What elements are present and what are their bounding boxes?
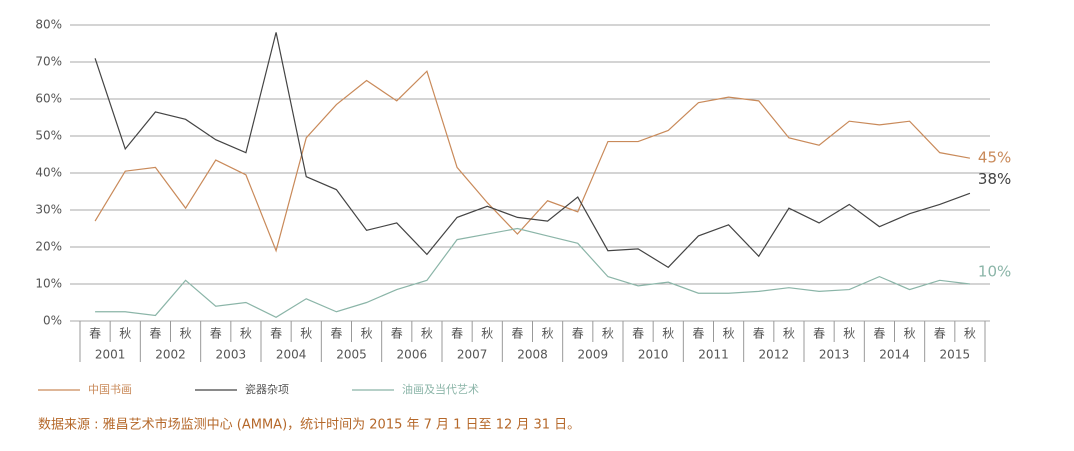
x-tick-label: 春 [511,327,523,341]
y-tick-label: 50% [35,129,62,143]
x-group-label: 2008 [517,348,548,362]
x-group-label: 2010 [638,348,669,362]
x-tick-label: 秋 [662,327,674,341]
x-tick-label: 春 [873,327,885,341]
y-tick-label: 80% [35,18,62,32]
x-group-label: 2015 [940,348,971,362]
series-line [94,32,971,269]
x-tick-label: 春 [934,327,946,341]
series-line [94,70,971,253]
end-label: 38% [978,170,1011,188]
x-tick-label: 春 [89,327,101,341]
legend-label: 中国书画 [88,383,132,396]
legend-label: 油画及当代艺术 [402,382,479,396]
x-tick-label: 春 [330,327,342,341]
x-group-label: 2002 [155,348,186,362]
x-group-label: 2014 [879,348,910,362]
x-group-label: 2007 [457,348,488,362]
x-tick-label: 春 [149,327,161,341]
x-tick-label: 秋 [723,327,735,341]
x-tick-label: 春 [813,327,825,341]
y-tick-label: 30% [35,203,62,217]
x-tick-label: 秋 [904,327,916,341]
x-tick-label: 秋 [180,327,192,341]
x-group-label: 2001 [95,348,126,362]
x-group-label: 2005 [336,348,367,362]
x-tick-label: 秋 [119,327,131,341]
x-tick-label: 秋 [421,327,433,341]
x-group-label: 2011 [698,348,729,362]
x-group-label: 2009 [578,348,609,362]
series-line [95,227,970,318]
x-tick-label: 春 [632,327,644,341]
x-tick-label: 秋 [964,327,976,341]
x-tick-label: 春 [692,327,704,341]
x-group-label: 2004 [276,348,307,362]
x-tick-label: 秋 [240,327,252,341]
x-tick-label: 春 [270,327,282,341]
y-tick-label: 0% [43,314,62,328]
x-tick-label: 秋 [542,327,554,341]
y-tick-label: 20% [35,240,62,254]
end-label: 45% [978,149,1011,167]
x-tick-label: 春 [391,327,403,341]
x-tick-label: 春 [753,327,765,341]
y-tick-label: 60% [35,92,62,106]
x-tick-label: 秋 [783,327,795,341]
x-group-label: 2003 [216,348,247,362]
x-tick-label: 秋 [843,327,855,341]
x-group-label: 2012 [759,348,790,362]
x-group-label: 2006 [397,348,428,362]
y-tick-label: 70% [35,55,62,69]
x-group-label: 2013 [819,348,850,362]
y-tick-label: 10% [35,277,62,291]
x-tick-label: 秋 [361,327,373,341]
x-tick-label: 秋 [300,327,312,341]
x-tick-label: 秋 [481,327,493,341]
y-tick-label: 40% [35,166,62,180]
end-label: 10% [978,263,1011,281]
x-tick-label: 春 [210,327,222,341]
legend-label: 瓷器杂项 [245,382,289,396]
x-tick-label: 春 [451,327,463,341]
x-tick-label: 秋 [602,327,614,341]
source: 数据来源 : 雅昌艺术市场监测中心 (AMMA)，统计时间为 2015 年 7 … [38,417,580,433]
x-tick-label: 春 [572,327,584,341]
